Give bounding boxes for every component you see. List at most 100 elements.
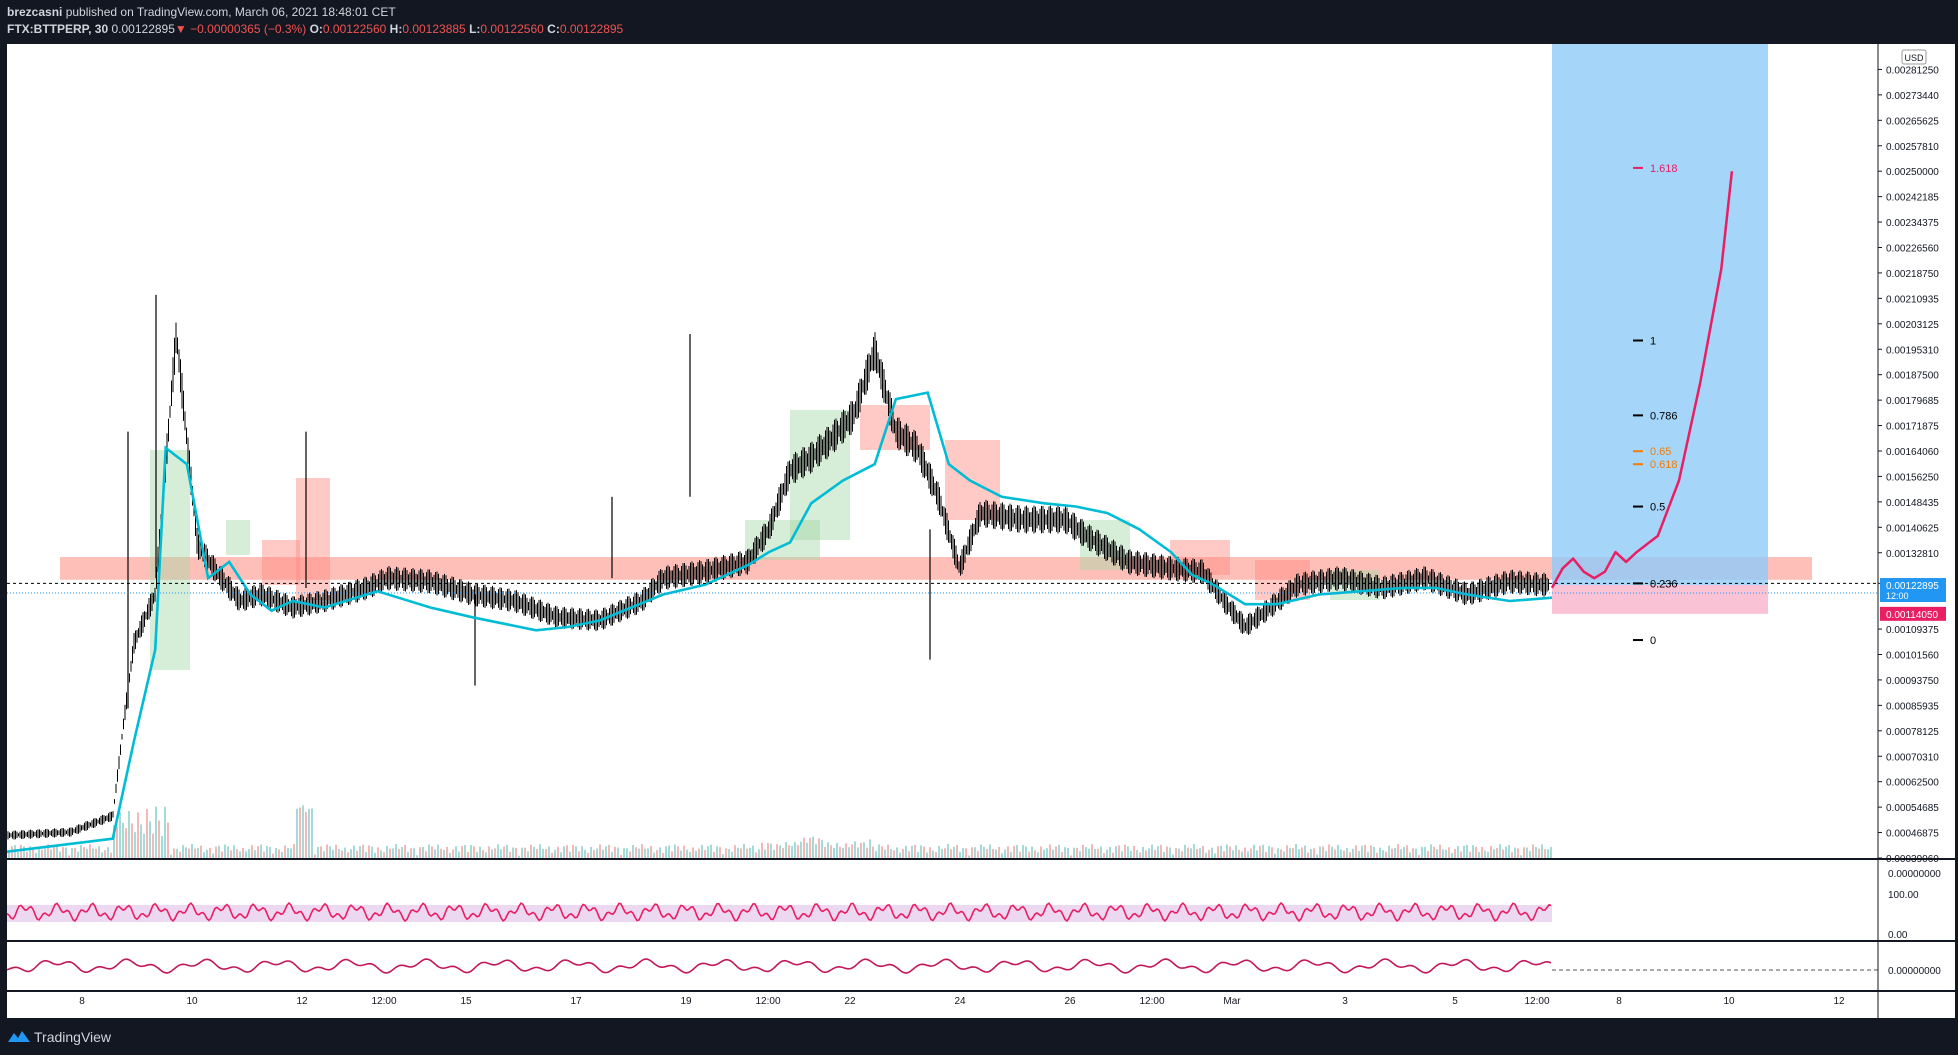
volume-bar — [809, 837, 811, 858]
volume-bar — [851, 844, 853, 858]
price-tick-label: 0.00132810 — [1886, 549, 1939, 560]
volume-bar — [827, 842, 829, 858]
volume-bar — [218, 845, 220, 858]
volume-bar — [1310, 849, 1312, 858]
volume-bar — [1400, 849, 1402, 858]
time-tick-label: 12 — [1833, 996, 1845, 1007]
volume-bar — [767, 843, 769, 858]
volume-bar — [1163, 851, 1165, 858]
volume-bar — [1430, 844, 1432, 858]
volume-bar — [1367, 852, 1369, 858]
cloud-segment — [262, 540, 300, 585]
volume-bar — [1001, 853, 1003, 858]
volume-bar — [587, 852, 589, 858]
volume-bar — [1337, 845, 1339, 858]
volume-bar — [335, 844, 337, 858]
volume-bar — [374, 852, 376, 858]
volume-bar — [803, 837, 805, 858]
volume-bar — [695, 850, 697, 858]
volume-bar — [602, 849, 604, 858]
volume-bar — [1508, 845, 1510, 858]
rsi-axis-top-label: 100.00 — [1888, 890, 1919, 901]
footer-bar: TradingView — [0, 1020, 1958, 1055]
volume-bar — [1550, 846, 1552, 858]
volume-bar — [257, 846, 259, 858]
volume-bar — [1346, 847, 1348, 858]
volume-bar — [1304, 845, 1306, 858]
volume-bar — [1205, 852, 1207, 858]
volume-bar — [1493, 849, 1495, 858]
volume-bar — [656, 850, 658, 858]
volume-bar — [1535, 847, 1537, 858]
oscillator-axis-label: 0.00000000 — [1888, 966, 1941, 977]
volume-bar — [359, 846, 361, 858]
volume-bar — [407, 851, 409, 858]
symbol-name[interactable]: FTX:BTTPERP, 30 — [7, 22, 109, 36]
volume-bar — [743, 844, 745, 858]
volume-bar — [890, 849, 892, 858]
volume-bar — [1286, 845, 1288, 858]
volume-bar — [824, 846, 826, 858]
chart-canvas[interactable]: 1.618 1 0.786 0.650.618 0.5 0.236 0 8 10 12 12:00 1… — [0, 0, 1958, 1020]
volume-bar — [464, 844, 466, 858]
volume-bar — [62, 847, 64, 858]
volume-bar — [968, 855, 970, 858]
price-change: −0.00000365 (−0.3%) — [190, 22, 307, 36]
volume-bar — [242, 847, 244, 858]
volume-bar — [953, 846, 955, 858]
volume-bar — [776, 844, 778, 858]
volume-bar — [122, 822, 124, 858]
volume-bar — [524, 847, 526, 858]
volume-bar — [500, 849, 502, 858]
volume-bar — [191, 844, 193, 858]
volume-bar — [20, 844, 22, 858]
brand-label[interactable]: TradingView — [34, 1029, 112, 1045]
volume-bar — [716, 846, 718, 858]
volume-bar — [872, 846, 874, 858]
volume-bar — [1319, 846, 1321, 858]
volume-bar — [941, 848, 943, 858]
volume-bar — [1343, 850, 1345, 858]
volume-bar — [1127, 846, 1129, 858]
volume-bar — [275, 848, 277, 858]
volume-bar — [1517, 848, 1519, 858]
volume-bar — [365, 851, 367, 858]
volume-bar — [1415, 848, 1417, 858]
volume-bar — [830, 845, 832, 858]
volume-bar — [59, 851, 61, 858]
volume-bar — [1280, 849, 1282, 858]
volume-bar — [155, 806, 157, 858]
price-tick-label: 0.00109375 — [1886, 625, 1939, 636]
volume-bar — [17, 851, 19, 858]
volume-bar — [1538, 848, 1540, 858]
volume-bar — [491, 849, 493, 858]
volume-bar — [764, 849, 766, 858]
cloud-segment — [945, 440, 1000, 520]
volume-bar — [182, 845, 184, 858]
volume-bar — [1394, 848, 1396, 858]
time-tick-label: Mar — [1223, 996, 1241, 1007]
volume-bar — [110, 852, 112, 858]
volume-bar — [746, 848, 748, 858]
volume-bar — [563, 846, 565, 858]
price-tick-label: 0.00078125 — [1886, 727, 1939, 738]
volume-bar — [647, 848, 649, 858]
volume-bar — [1442, 849, 1444, 858]
volume-bar — [1052, 849, 1054, 858]
price-tick-label: 0.00062500 — [1886, 778, 1939, 789]
volume-bar — [950, 849, 952, 858]
price-tag-text: 0.00122895 — [1886, 581, 1939, 592]
volume-bar — [1229, 846, 1231, 858]
volume-bar — [473, 846, 475, 858]
volume-bar — [200, 845, 202, 858]
volume-bar — [1298, 849, 1300, 858]
price-tick-label: 0.00210935 — [1886, 294, 1939, 305]
volume-bar — [866, 847, 868, 858]
price-tag-text: 0.00114050 — [1886, 610, 1939, 621]
volume-bar — [1079, 851, 1081, 858]
author-name[interactable]: brezcasni — [7, 5, 63, 19]
volume-bar — [485, 852, 487, 858]
volume-bar — [884, 849, 886, 858]
volume-bar — [41, 849, 43, 858]
volume-bar — [1334, 849, 1336, 858]
